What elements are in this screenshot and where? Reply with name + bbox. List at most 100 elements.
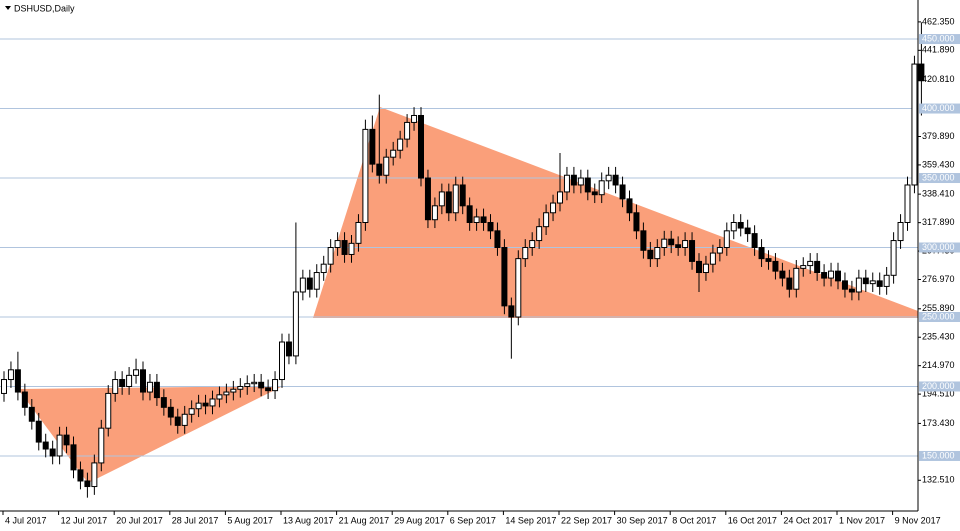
candle-body [570,174,577,186]
candle-body [800,265,807,269]
level-label-box [919,103,960,114]
level-label: 250.000 [922,311,955,321]
candle-body [35,420,42,443]
candle-body [140,369,146,393]
candle-body [675,244,682,249]
candle-body [91,462,98,488]
level-label-box [919,450,960,461]
candle-body [438,191,445,207]
candle-body [431,205,438,221]
level-label: 300.000 [922,242,955,252]
candle-body [855,277,862,293]
candle-body [237,385,244,390]
x-tick-label: 24 Oct 2017 [783,515,832,525]
candle-body [181,413,188,426]
candle-body [341,240,348,255]
candle-body [21,391,28,408]
level-label-box [919,173,960,184]
candle-body [821,272,828,279]
candle-body [522,247,529,260]
candle-body [529,240,536,249]
candle-body [133,369,140,376]
candle-body [70,444,77,471]
candle-body [501,247,508,307]
candle-body [153,381,160,399]
candle-body [119,379,126,387]
triangle-pattern [313,107,918,318]
candle-body [355,221,362,244]
x-tick-label: 14 Sep 2017 [505,515,556,525]
candle-body [577,177,584,186]
x-tick-label: 28 Jul 2017 [172,515,219,525]
candle-body [313,272,320,290]
candle-body [904,184,911,223]
candle-body [737,221,744,229]
x-tick-label: 20 Jul 2017 [116,515,163,525]
level-label-box [919,34,960,45]
candle-body [28,406,35,422]
candle-body [563,174,570,193]
x-tick-label: 30 Sep 2017 [617,515,668,525]
candle-body [105,392,112,429]
candle-body [223,391,230,396]
candle-body [702,263,709,274]
level-label: 400.000 [922,103,955,113]
candle-body [647,249,654,260]
x-tick-label: 8 Oct 2017 [672,515,716,525]
candle-body [689,240,696,262]
candle-body [515,258,522,318]
x-tick-label: 13 Aug 2017 [283,515,334,525]
x-tick-label: 22 Sep 2017 [561,515,612,525]
x-tick-label: 4 Jul 2017 [5,515,47,525]
candle-body [98,427,105,464]
x-tick-label: 6 Sep 2017 [450,515,496,525]
candle-body [682,240,689,249]
candle-body [251,381,258,385]
candle-body [63,434,70,446]
candle-body [126,374,133,387]
triangle-pattern [18,386,283,483]
candle-body [716,247,723,254]
candle-body [508,305,515,318]
level-label-box [919,311,960,322]
level-label: 450.000 [922,33,955,43]
axes: 462.350 441.890 420.810 379.890 359.430 338.4… [2,16,960,525]
candle-body [765,258,772,262]
candle-body [584,177,591,193]
candle-body [285,341,292,357]
x-tick-label: 21 Aug 2017 [339,515,390,525]
candle-body [14,369,21,393]
candle-body [445,191,452,214]
candle-body [487,221,494,232]
candle-body [383,156,390,176]
candle-body [612,174,619,186]
y-tick-label: 173.430 [922,418,955,428]
candle-body [772,260,779,272]
candle-body [209,398,216,407]
menu-arrow[interactable] [5,6,11,10]
candle-body [306,277,313,290]
candle-body [786,277,793,290]
candle-body [557,191,563,204]
candle-body [195,402,202,410]
candle-body [626,198,633,214]
candle-body [202,402,209,407]
candle-body [848,288,855,293]
y-tick-label: 420.810 [922,74,955,84]
candle-body [42,441,49,450]
y-tick-label: 441.890 [922,45,955,55]
candle-body [292,291,299,357]
candle-body [869,280,876,285]
candle-body [167,406,174,418]
candle-body [543,212,550,228]
candle-body [77,469,84,482]
y-tick-label: 235.430 [922,332,955,342]
candle-body [841,280,848,290]
y-tick-label: 214.970 [922,360,955,370]
candles [1,22,925,498]
candle-body [272,379,279,392]
candle-body [452,184,459,214]
candle-body [536,226,543,242]
candle-body [112,379,119,394]
candle-body [146,381,153,393]
